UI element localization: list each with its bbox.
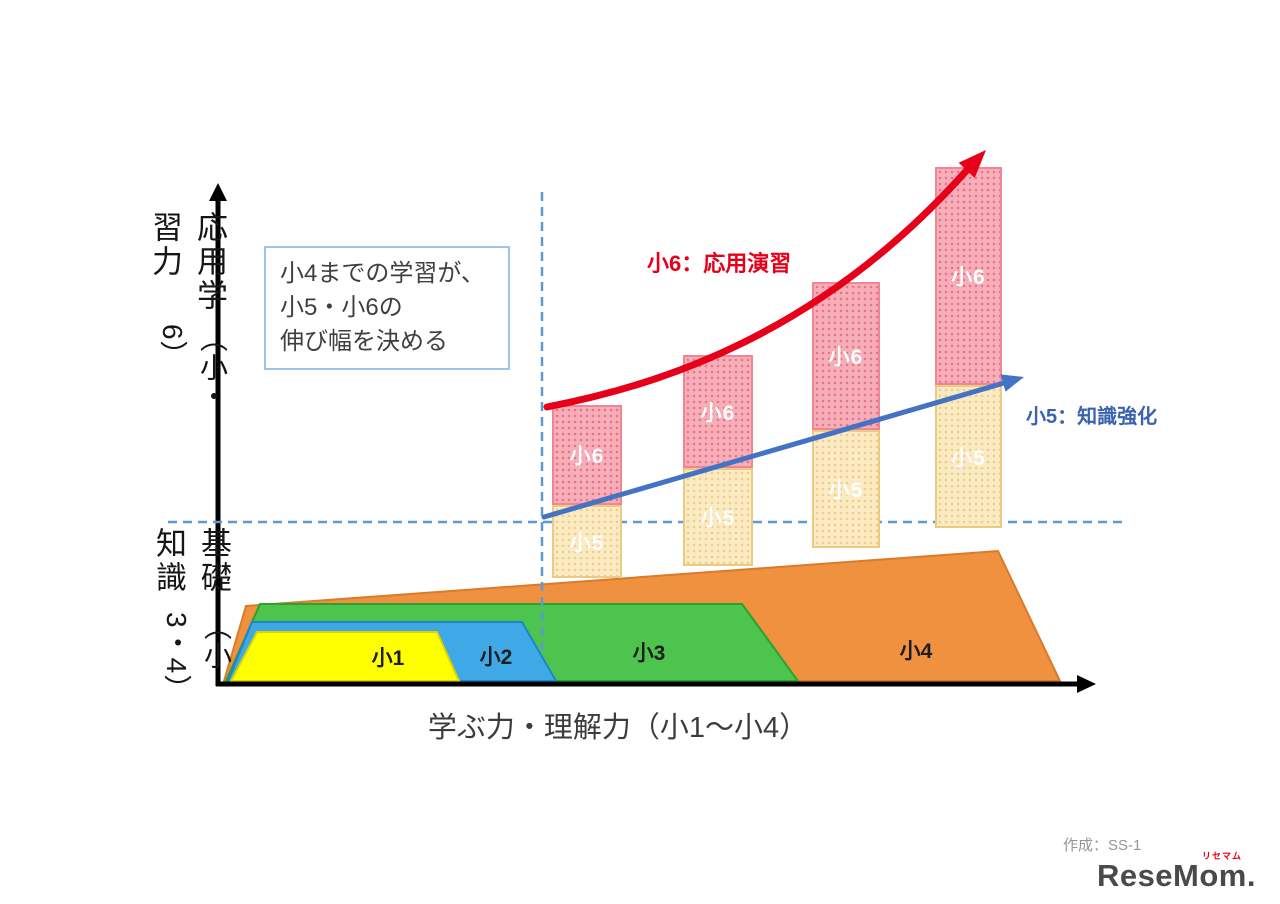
y-axis-upper-sub: （小・6） (157, 324, 228, 411)
grade5-arrowhead (1000, 374, 1024, 392)
grade6-annotation: 小6：応用演習 (647, 251, 792, 276)
logo-ruby-text: リセマム (1201, 851, 1242, 861)
credit-text: 作成：SS-1 (1063, 837, 1142, 854)
y-axis-lower-sub: （小3・4） (161, 611, 232, 703)
note-box: 小4までの学習が、 小5・小6の 伸び幅を決める (264, 246, 510, 371)
grade3-label: 小3 (632, 642, 666, 665)
y-axis-upper-label: 応用学習力 （小・6） (142, 211, 232, 411)
bar-grade5-label: 小5 (951, 446, 986, 470)
bar-grade5-label: 小5 (569, 531, 605, 555)
bar-grade6-segment: 小6 (812, 282, 880, 430)
bar-grade5-segment: 小5 (552, 505, 622, 578)
bar-grade6-label: 小6 (828, 346, 864, 369)
bar-grade5-segment: 小5 (812, 430, 880, 548)
grade2-label: 小2 (479, 646, 513, 669)
note-line-3: 伸び幅を決める (280, 328, 448, 356)
grade5-annotation: 小5：知識強化 (1026, 406, 1158, 428)
bar-grade6-segment: 小6 (552, 405, 622, 505)
bar-grade6-label: 小6 (569, 445, 605, 468)
bar-grade6-segment: 小6 (683, 355, 753, 468)
x-axis-arrowhead (1077, 675, 1096, 693)
grade6-arrowhead (958, 150, 986, 178)
grade1-label: 小1 (371, 647, 405, 670)
bar-grade5-segment: 小5 (935, 385, 1002, 528)
y-axis-lower-main: 基礎知識 (151, 527, 231, 595)
bar-grade5-label: 小5 (700, 507, 736, 530)
bar-grade6-label: 小6 (700, 401, 736, 425)
grade5-growth-line (541, 380, 1007, 520)
logo-text: ReseMom (1096, 858, 1247, 893)
grade4-label: 小4 (899, 640, 933, 663)
resemom-logo: リセマム ReseMom. (1096, 851, 1256, 894)
x-axis-label: 学ぶ力・理解力（小1～小4） (427, 712, 809, 744)
note-line-2: 小5・小6の (280, 294, 403, 322)
y-axis-lower-label: 基礎知識 （小3・4） (146, 527, 236, 703)
y-axis-upper-main: 応用学習力 (147, 211, 227, 313)
bar-grade5-segment: 小5 (683, 468, 753, 566)
bar-grade6-segment: 小6 (935, 167, 1002, 385)
logo-period: . (1246, 858, 1256, 893)
bar-grade5-label: 小5 (828, 479, 864, 502)
grade6-growth-curve (543, 166, 971, 411)
y-axis-arrowhead (209, 183, 227, 201)
bar-grade6-label: 小6 (951, 266, 986, 289)
note-line-1: 小4までの学習が、 (280, 260, 485, 287)
grade1-trapezoid (229, 631, 461, 682)
